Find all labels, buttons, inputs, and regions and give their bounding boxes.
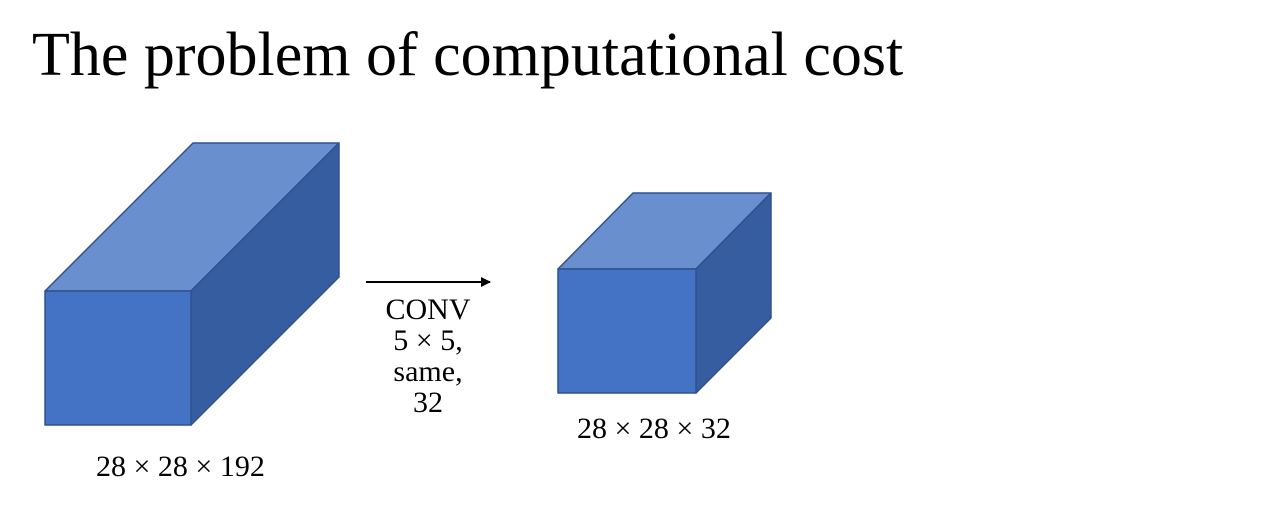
input-volume-dims-label: 28 × 28 × 192 bbox=[96, 450, 265, 483]
output-volume-front-face bbox=[557, 268, 697, 394]
filter-size-line: 5 × 5, bbox=[393, 324, 463, 357]
input-volume-cuboid bbox=[44, 142, 340, 426]
input-volume-front-face bbox=[44, 290, 192, 426]
conv-op-line: CONV bbox=[385, 293, 471, 326]
padding-line: same, bbox=[393, 355, 463, 388]
filter-count-line: 32 bbox=[413, 386, 443, 419]
output-volume-cuboid bbox=[557, 192, 772, 394]
output-volume-dims-label: 28 × 28 × 32 bbox=[577, 412, 731, 445]
slide-title: The problem of computational cost bbox=[32, 21, 904, 89]
conv-operation-label: CONV 5 × 5, same, 32 bbox=[372, 294, 484, 418]
